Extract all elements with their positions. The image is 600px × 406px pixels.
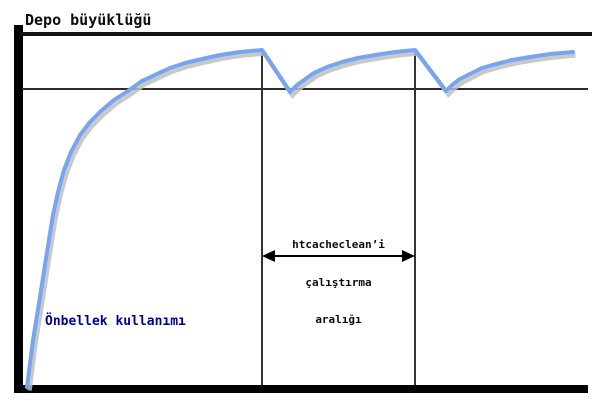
x-axis-bar (14, 385, 588, 393)
cache-usage-label: Önbellek kullanımı (45, 314, 186, 329)
arrowhead-right-icon (402, 250, 415, 262)
interval-label: htcacheclean’i çalıştırma aralığı (262, 214, 415, 352)
interval-label-line3: aralığı (315, 313, 362, 326)
y-axis-bar (14, 25, 23, 393)
arrowhead-left-icon (262, 250, 275, 262)
interval-label-line2: çalıştırma (305, 275, 372, 289)
usage-curve (25, 48, 575, 389)
interval-label-line1: htcacheclean’i (292, 238, 385, 251)
storage-size-label: Depo büyüklüğü (25, 11, 152, 29)
